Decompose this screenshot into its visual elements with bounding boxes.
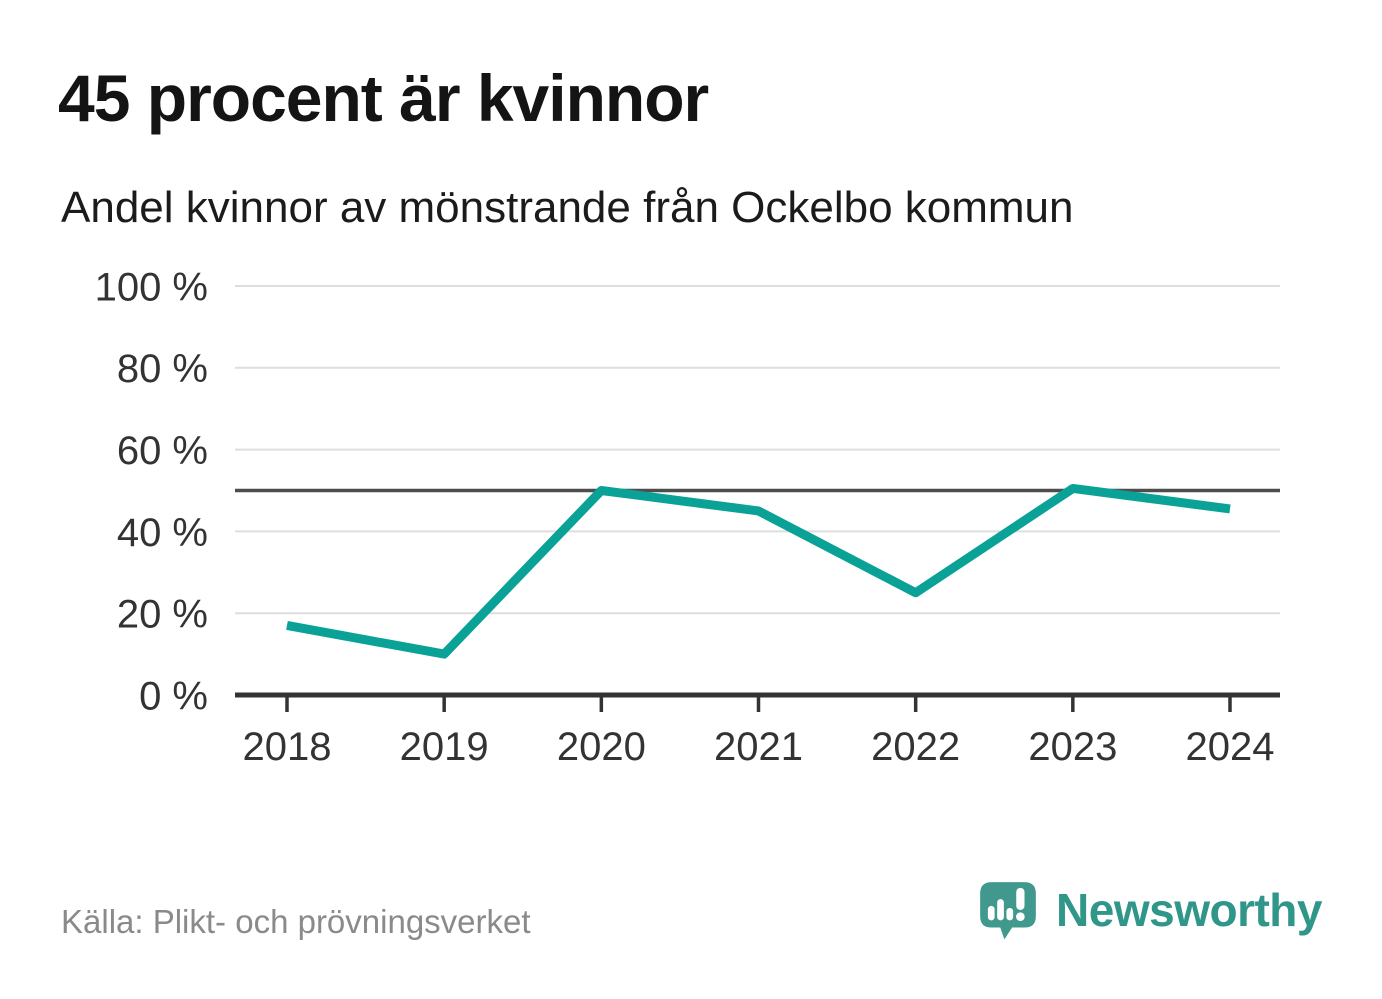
exclamation-bar <box>1016 887 1025 910</box>
y-tick-label-40: 40 % <box>117 511 208 555</box>
x-tick-label-2019: 2019 <box>400 725 489 769</box>
chart-subtitle: Andel kvinnor av mönstrande från Ockelbo… <box>61 183 1074 232</box>
bar-2 <box>997 899 1004 921</box>
bar-3 <box>1006 907 1014 921</box>
data-line-series-0 <box>286 483 1231 659</box>
newsworthy-wordmark: Newsworthy <box>1056 884 1322 936</box>
chart-title: 45 procent är kvinnor <box>58 61 709 135</box>
y-tick-label-60: 60 % <box>117 429 208 473</box>
y-tick-label-20: 20 % <box>117 593 208 637</box>
x-tick-label-2024: 2024 <box>1186 725 1275 769</box>
source-caption: Källa: Plikt- och prövningsverket <box>61 903 531 940</box>
x-tick-label-2018: 2018 <box>243 725 332 769</box>
newsworthy-speech-bubble-icon <box>980 882 1036 940</box>
x-tick-label-2020: 2020 <box>557 725 646 769</box>
y-tick-label-80: 80 % <box>117 347 208 391</box>
x-tick-label-2021: 2021 <box>714 725 803 769</box>
exclamation-dot <box>1016 912 1025 922</box>
bar-1 <box>987 905 995 921</box>
y-tick-label-100: 100 % <box>95 265 208 309</box>
x-tick-label-2022: 2022 <box>871 725 960 769</box>
y-tick-label-0: 0 % <box>139 674 208 718</box>
newsworthy-logo: Newsworthy <box>975 874 1322 946</box>
x-tick-label-2023: 2023 <box>1028 725 1117 769</box>
